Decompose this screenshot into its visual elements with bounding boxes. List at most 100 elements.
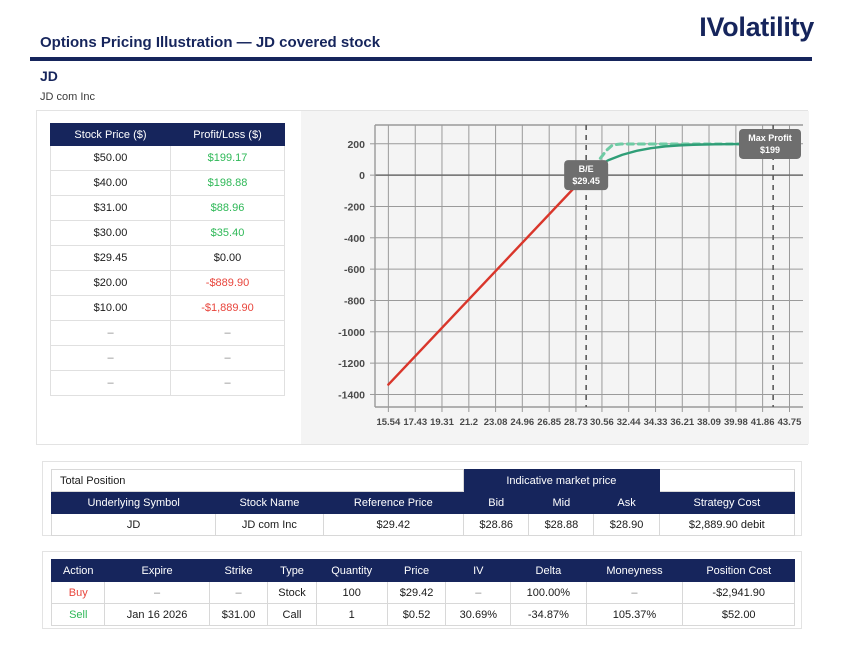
table-row: – – <box>50 370 285 396</box>
x-tick-label: 19.31 <box>430 417 454 428</box>
legs-col-5: Price <box>386 559 447 582</box>
x-tick-label: 41.86 <box>751 417 775 428</box>
table-row: $10.00 -$1,889.90 <box>50 295 285 321</box>
payoff-profit-loss: -$1,889.90 <box>170 295 285 321</box>
leg-cell-8: -$2,941.90 <box>682 581 795 604</box>
x-tick-label: 26.85 <box>537 417 561 428</box>
payoff-chart: 15.54 17.43 19.31 21.2 23.08 24.96 26.85 28.73 3… <box>301 111 809 444</box>
payoff-stock-price: – <box>50 345 171 371</box>
payoff-profit-loss: – <box>170 345 285 371</box>
legs-col-8: Moneyness <box>585 559 684 582</box>
y-tick-label: -1000 <box>338 327 365 339</box>
leg-cell-2: Call <box>267 603 317 626</box>
chart-annotation: Max Profit $199 <box>739 128 801 159</box>
annotation-label: B/E <box>579 164 594 174</box>
position-value-6: $2,889.90 debit <box>658 513 796 536</box>
legs-table: Action Expire Strike Type Quantity Price IV Del… <box>50 559 795 626</box>
leg-cell-3: 100 <box>315 581 388 604</box>
payoff-table: Stock Price ($) Profit/Loss ($) $50.00 $1… <box>50 123 285 396</box>
table-row: $50.00 $199.17 <box>50 145 285 171</box>
table-row: Buy – – Stock 100 $29.42–100.00% – -$2,941.90 <box>50 581 795 604</box>
leg-cell-8: $52.00 <box>682 603 795 626</box>
x-tick-label: 17.43 <box>403 417 427 428</box>
x-tick-label: 36.21 <box>670 417 694 428</box>
y-tick-label: -600 <box>344 264 365 276</box>
payoff-profit-loss: – <box>170 370 285 396</box>
table-row: $20.00 -$889.90 <box>50 270 285 296</box>
payoff-profit-loss: $0.00 <box>170 245 285 271</box>
leg-cell-7: – <box>585 581 684 604</box>
total-position-table: Total Position Indicative market price U… <box>50 469 796 536</box>
header-divider <box>30 57 812 61</box>
payoff-stock-price: $31.00 <box>50 195 171 221</box>
legs-panel: Action Expire Strike Type Quantity Price IV Del… <box>42 551 802 629</box>
leg-cell-4: $0.52 <box>386 603 447 626</box>
brand-logo: IVolatility <box>699 12 814 42</box>
x-tick-label: 24.96 <box>510 417 534 428</box>
y-tick-label: 200 <box>347 139 365 151</box>
position-value-3: $28.86 <box>463 513 530 536</box>
leg-action: Buy <box>50 581 106 604</box>
payoff-stock-price: $30.00 <box>50 220 171 246</box>
ticker-symbol: JD <box>40 68 58 84</box>
leg-cell-0: – <box>104 581 210 604</box>
payoff-stock-price: $20.00 <box>50 270 171 296</box>
indicative-market-price-header: Indicative market price <box>463 469 660 492</box>
leg-cell-1: $31.00 <box>208 603 269 626</box>
payoff-profit-loss: $199.17 <box>170 145 285 171</box>
leg-cell-7: 105.37% <box>585 603 684 626</box>
payoff-profit-loss: $35.40 <box>170 220 285 246</box>
company-name: JD com Inc <box>40 91 96 103</box>
payoff-stock-price: – <box>50 370 171 396</box>
legs-col-9: Position Cost <box>682 559 795 582</box>
annotation-value: $199 <box>760 145 780 155</box>
payoff-stock-price: $29.45 <box>50 245 171 271</box>
payoff-chart-svg: 15.54 17.43 19.31 21.2 23.08 24.96 26.85 28.73 3… <box>338 124 803 428</box>
x-tick-label: 21.2 <box>460 417 479 428</box>
position-group-row: Total Position Indicative market price <box>50 469 796 492</box>
x-tick-label: 43.75 <box>778 417 802 428</box>
position-value-0: JD <box>50 513 217 536</box>
position-col-1: Stock Name <box>215 491 324 514</box>
payoff-header-row: Stock Price ($) Profit/Loss ($) <box>50 123 285 146</box>
payoff-stock-price: – <box>50 320 171 346</box>
table-row: – – <box>50 345 285 371</box>
position-col-2: Reference Price <box>322 491 465 514</box>
legs-col-6: IV <box>445 559 512 582</box>
position-col-0: Underlying Symbol <box>50 491 217 514</box>
leg-cell-6: -34.87% <box>510 603 587 626</box>
x-tick-label: 34.33 <box>644 417 668 428</box>
leg-cell-6: 100.00% <box>510 581 587 604</box>
x-tick-label: 38.09 <box>697 417 721 428</box>
annotation-box <box>739 128 801 159</box>
position-col-4: Mid <box>528 491 595 514</box>
payoff-col-profit-loss: Profit/Loss ($) <box>170 123 285 146</box>
y-tick-label: -1400 <box>338 389 365 401</box>
position-col-6: Strategy Cost <box>658 491 796 514</box>
leg-cell-5: – <box>445 581 512 604</box>
payoff-col-stock-price: Stock Price ($) <box>50 123 171 146</box>
total-position-panel: Total Position Indicative market price U… <box>42 461 802 536</box>
legs-col-2: Strike <box>208 559 269 582</box>
position-value-2: $29.42 <box>322 513 465 536</box>
table-row: – – <box>50 320 285 346</box>
page-title: Options Pricing Illustration — JD covere… <box>40 34 381 51</box>
leg-cell-4: $29.42 <box>386 581 447 604</box>
position-col-5: Ask <box>593 491 660 514</box>
annotation-box <box>564 160 609 191</box>
annotation-label: Max Profit <box>748 133 792 143</box>
legs-col-1: Expire <box>104 559 210 582</box>
leg-cell-3: 1 <box>315 603 388 626</box>
payoff-stock-price: $50.00 <box>50 145 171 171</box>
table-row: $29.45 $0.00 <box>50 245 285 271</box>
y-tick-label: -400 <box>344 233 365 245</box>
chart-annotation: B/E $29.45 <box>564 160 609 191</box>
x-tick-label: 28.73 <box>564 417 588 428</box>
series-line <box>387 173 588 386</box>
table-row: $30.00 $35.40 <box>50 220 285 246</box>
position-blank-cell <box>658 469 796 492</box>
annotation-value: $29.45 <box>572 176 600 186</box>
position-col-3: Bid <box>463 491 530 514</box>
position-value-1: JD com Inc <box>215 513 324 536</box>
